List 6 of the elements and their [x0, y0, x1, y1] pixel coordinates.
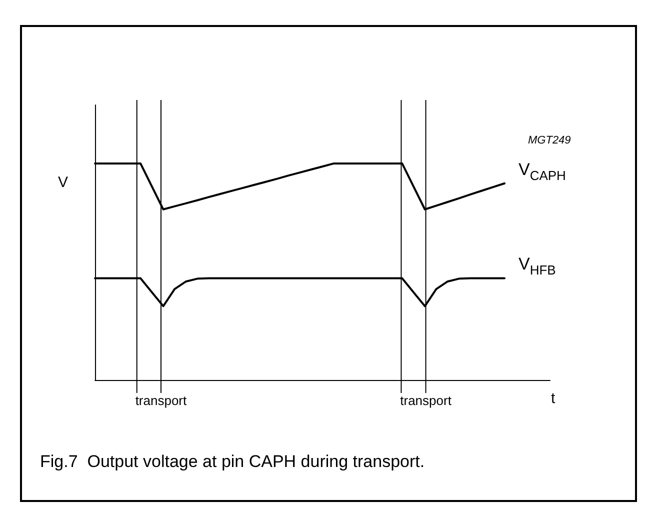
text: transport — [135, 393, 188, 408]
text: Fig.7 Output voltage at pin CAPH during transport. — [40, 452, 425, 471]
y-axis-title: V — [58, 174, 68, 191]
text: MGT249 — [528, 134, 571, 146]
x-axis-title: t — [551, 390, 556, 407]
text: transport — [400, 393, 452, 408]
